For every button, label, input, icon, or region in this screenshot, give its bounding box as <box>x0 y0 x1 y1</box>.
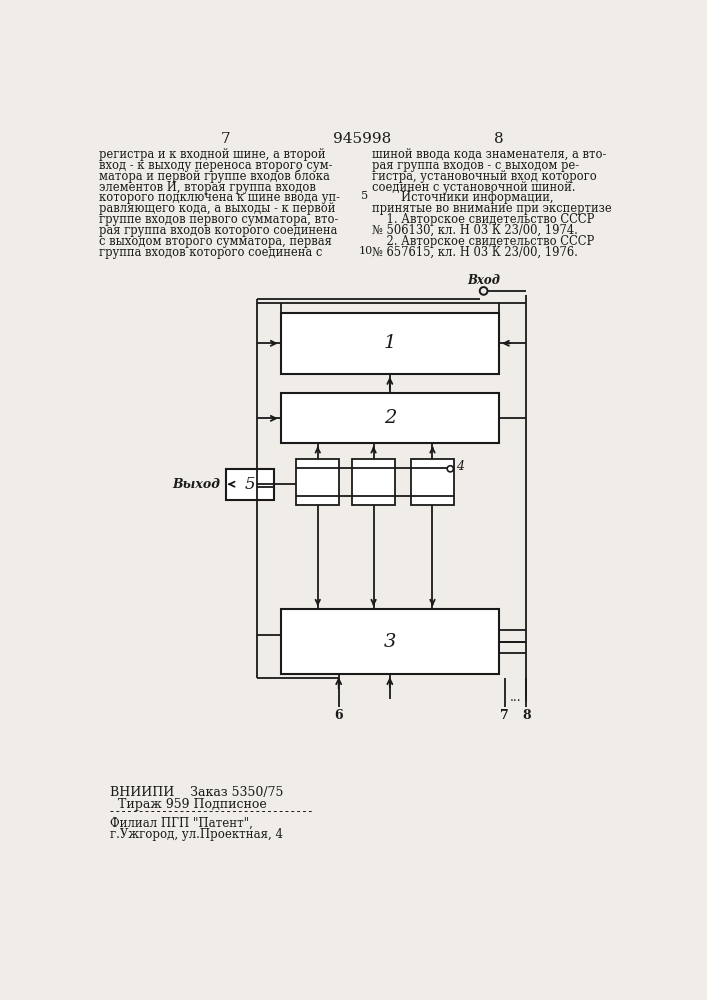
Bar <box>281 312 499 374</box>
Text: Источники информации,: Источники информации, <box>372 191 554 204</box>
Text: Филиал ПГП "Патент",: Филиал ПГП "Патент", <box>110 817 253 830</box>
Circle shape <box>448 466 453 472</box>
Text: группе входов первого сумматора, вто-: группе входов первого сумматора, вто- <box>99 213 339 226</box>
Text: г.Ужгород, ул.Проектная, 4: г.Ужгород, ул.Проектная, 4 <box>110 828 283 841</box>
Text: с выходом второго сумматора, первая: с выходом второго сумматора, первая <box>99 235 332 248</box>
Text: 8: 8 <box>494 132 504 146</box>
Text: группа входов которого соединена с: группа входов которого соединена с <box>99 246 322 259</box>
Text: принятые во внимание при экспертизе: принятые во внимание при экспертизе <box>372 202 612 215</box>
Text: 6: 6 <box>334 709 343 722</box>
Text: которого подключена к шине ввода уп-: которого подключена к шине ввода уп- <box>99 191 340 204</box>
Text: рая группа входов которого соединена: рая группа входов которого соединена <box>99 224 338 237</box>
Bar <box>296 459 339 505</box>
Text: 10: 10 <box>359 246 373 256</box>
Text: 1: 1 <box>384 334 396 352</box>
Text: регистра и к входной шине, а второй: регистра и к входной шине, а второй <box>99 148 326 161</box>
Text: вход - к выходу переноса второго сум-: вход - к выходу переноса второго сум- <box>99 159 333 172</box>
Text: 5: 5 <box>361 191 368 201</box>
Text: Выход: Выход <box>172 478 220 491</box>
Text: ВНИИПИ    Заказ 5350/75: ВНИИПИ Заказ 5350/75 <box>110 786 284 799</box>
Bar <box>226 469 274 500</box>
Circle shape <box>480 287 488 295</box>
Text: соединен с установочной шиной.: соединен с установочной шиной. <box>372 181 575 194</box>
Text: матора и первой группе входов блока: матора и первой группе входов блока <box>99 170 330 183</box>
Text: элементов И, вторая группа входов: элементов И, вторая группа входов <box>99 181 316 194</box>
Text: Вход: Вход <box>467 274 500 287</box>
Text: 8: 8 <box>522 709 530 722</box>
Bar <box>281 609 499 674</box>
Text: 1. Авторское свидетельство СССР: 1. Авторское свидетельство СССР <box>372 213 595 226</box>
Text: № 657615, кл. Н 03 К 23/00, 1976.: № 657615, кл. Н 03 К 23/00, 1976. <box>372 246 578 259</box>
Text: 2: 2 <box>384 409 396 427</box>
Text: Тираж 959 Подписное: Тираж 959 Подписное <box>110 798 267 811</box>
Text: равляющего кода, а выходы - к первой: равляющего кода, а выходы - к первой <box>99 202 336 215</box>
Text: № 506130, кл. Н 03 К 23/00, 1974.: № 506130, кл. Н 03 К 23/00, 1974. <box>372 224 578 237</box>
Text: ...: ... <box>510 691 521 704</box>
Text: гистра, установочный вход которого: гистра, установочный вход которого <box>372 170 597 183</box>
Text: рая группа входов - с выходом ре-: рая группа входов - с выходом ре- <box>372 159 579 172</box>
Text: 2. Авторское свидетельство СССР: 2. Авторское свидетельство СССР <box>372 235 595 248</box>
Text: 7: 7 <box>221 132 230 146</box>
Bar <box>352 459 395 505</box>
Text: 5: 5 <box>245 476 256 493</box>
Text: 7: 7 <box>500 709 509 722</box>
Bar <box>281 393 499 443</box>
Text: 945998: 945998 <box>333 132 391 146</box>
Text: 4: 4 <box>456 460 464 473</box>
Text: 3: 3 <box>384 633 396 651</box>
Bar <box>411 459 454 505</box>
Text: шиной ввода кода знаменателя, а вто-: шиной ввода кода знаменателя, а вто- <box>372 148 607 161</box>
